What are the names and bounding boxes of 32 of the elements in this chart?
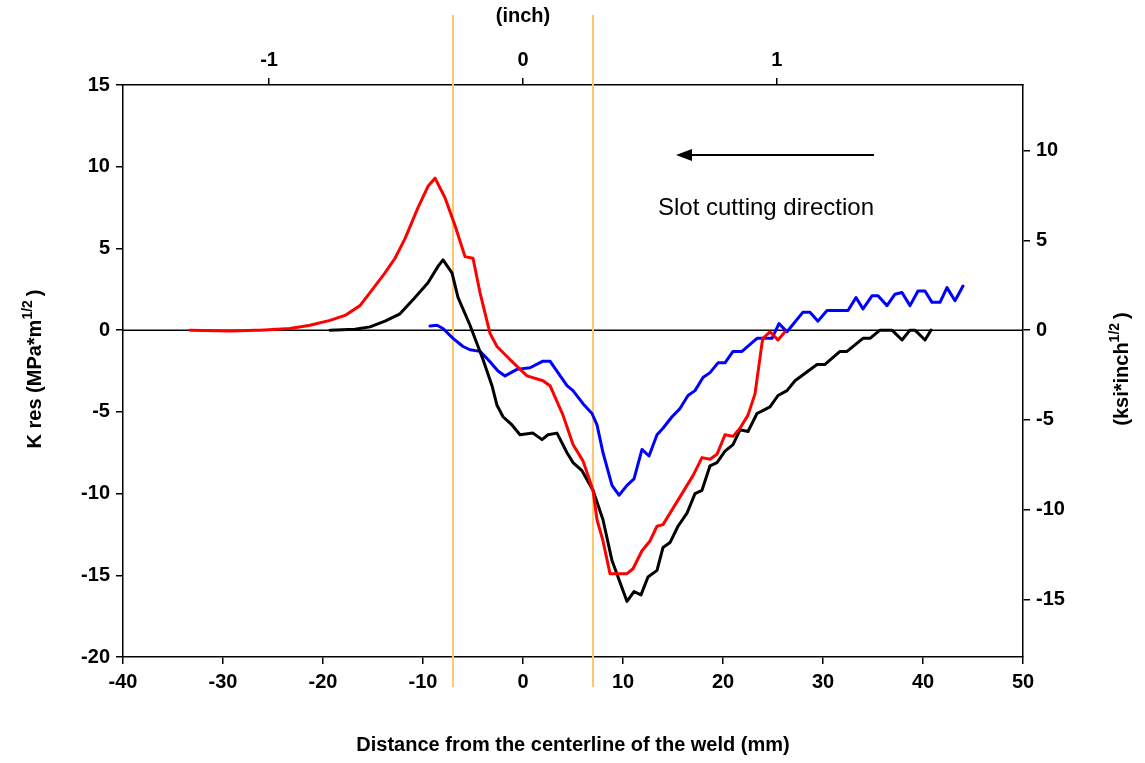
y2-tick-label: -10 — [1036, 497, 1065, 520]
x-tick-label: 40 — [911, 669, 935, 692]
x-tick-label: -30 — [208, 669, 238, 692]
y2-axis-title: (ksi*inch1/2) — [1105, 312, 1132, 426]
x-axis-title: Distance from the centerline of the weld (mm) — [356, 732, 790, 755]
x-tick-label: -10 — [408, 669, 438, 692]
x-tick-label: -40 — [108, 669, 138, 692]
y-tick-label: 5 — [98, 235, 110, 258]
y2-tick-label: -15 — [1036, 587, 1065, 610]
y-tick-label: 0 — [98, 317, 110, 340]
y2-tick-label: 10 — [1036, 138, 1059, 161]
y-tick-label: -15 — [81, 562, 110, 585]
x-tick-label: 30 — [811, 669, 835, 692]
x-tick-label: -20 — [308, 669, 338, 692]
y2-tick-label: 5 — [1036, 227, 1048, 250]
x2-tick-label: -1 — [260, 47, 278, 70]
x-tick-label: 0 — [517, 669, 529, 692]
annotation: Slot cutting direction — [657, 192, 875, 220]
x-tick-label: 20 — [711, 669, 735, 692]
x2-axis-title: (inch) — [495, 3, 551, 26]
y-tick-label: -5 — [92, 399, 110, 422]
x2-tick-label: 1 — [771, 47, 783, 70]
y-tick-label: 10 — [87, 154, 110, 177]
y-tick-label: -10 — [81, 481, 110, 504]
y-axis-title: K res (MPa*m1/2) — [18, 289, 45, 449]
y2-tick-label: -5 — [1036, 407, 1054, 430]
y-tick-label: -20 — [81, 644, 110, 667]
x2-tick-label: 0 — [517, 47, 529, 70]
y-tick-label: 15 — [87, 72, 110, 95]
x-tick-label: 50 — [1011, 669, 1035, 692]
y2-tick-label: 0 — [1036, 317, 1048, 340]
x-tick-label: 10 — [611, 669, 635, 692]
